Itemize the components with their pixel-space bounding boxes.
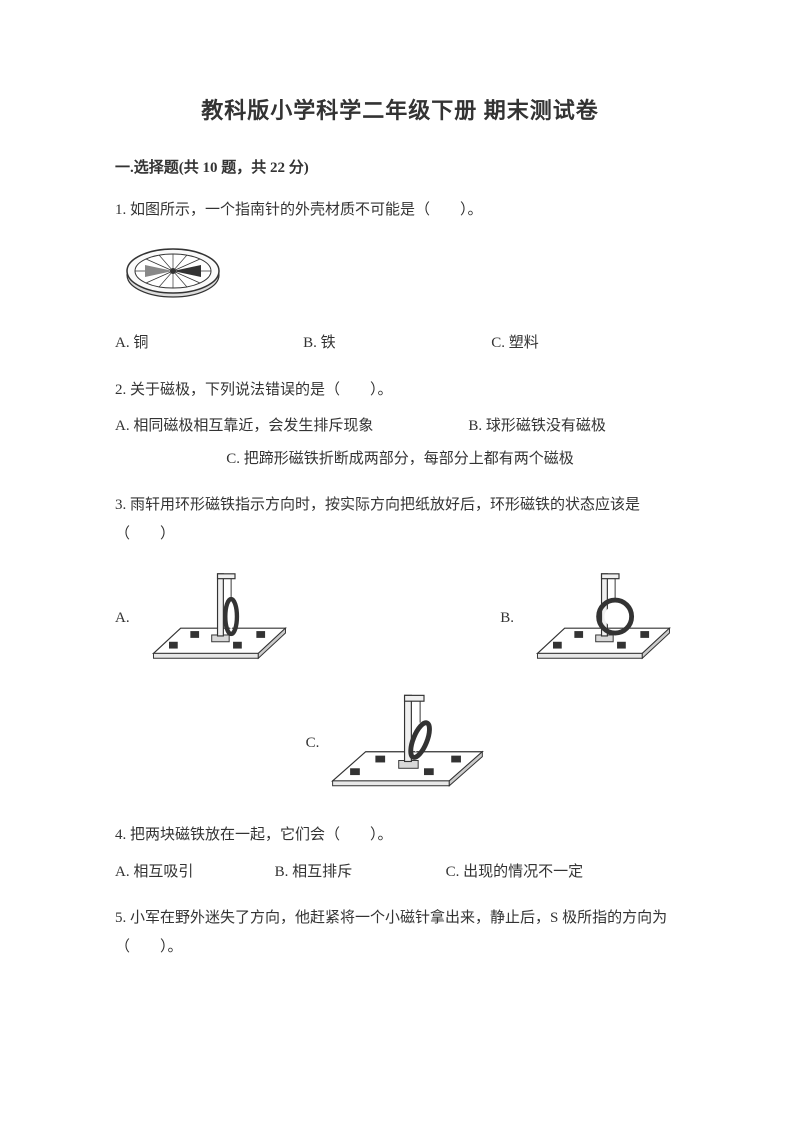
question-4: 4. 把两块磁铁放在一起，它们会（ ）。 A. 相互吸引 B. 相互排斥 C. … (115, 821, 685, 886)
question-3-options: A. B. (115, 560, 685, 803)
question-4-options: A. 相互吸引 B. 相互排斥 C. 出现的情况不一定 (115, 858, 685, 887)
question-2: 2. 关于磁极，下列说法错误的是（ ）。 A. 相同磁极相互靠近，会发生排斥现象… (115, 376, 685, 474)
question-2-options-row1: A. 相同磁极相互靠近，会发生排斥现象 B. 球形磁铁没有磁极 (115, 412, 685, 441)
q3-option-b-label: B. (500, 604, 514, 633)
q1-option-b: B. 铁 (303, 329, 491, 358)
q2-option-b: B. 球形磁铁没有磁极 (468, 412, 685, 441)
question-1-text: 1. 如图所示，一个指南针的外壳材质不可能是（ ）。 (115, 196, 685, 225)
ring-magnet-stand-c-icon (319, 683, 494, 803)
compass-icon (123, 235, 233, 305)
question-3-text: 3. 雨轩用环形磁铁指示方向时，按实际方向把纸放好后，环形磁铁的状态应该是（ ） (115, 491, 685, 548)
q4-option-a: A. 相互吸引 (115, 858, 275, 887)
question-2-text: 2. 关于磁极，下列说法错误的是（ ）。 (115, 376, 685, 405)
q1-option-c: C. 塑料 (491, 329, 679, 358)
q3-option-c: C. (115, 683, 685, 803)
q3-option-b: B. (429, 560, 686, 675)
page-title: 教科版小学科学二年级下册 期末测试卷 (115, 90, 685, 132)
q1-option-a: A. 铜 (115, 329, 303, 358)
q4-option-c: C. 出现的情况不一定 (446, 858, 674, 887)
q4-option-b: B. 相互排斥 (275, 858, 446, 887)
ring-magnet-stand-b-icon (520, 560, 685, 675)
question-1-options: A. 铜 B. 铁 C. 塑料 (115, 329, 685, 358)
q3-option-a: A. (115, 560, 429, 675)
question-1: 1. 如图所示，一个指南针的外壳材质不可能是（ ）。 A. 铜 B. 铁 C. … (115, 196, 685, 358)
q3-option-c-label: C. (306, 729, 320, 758)
q2-option-a: A. 相同磁极相互靠近，会发生排斥现象 (115, 412, 468, 441)
q2-option-c: C. 把蹄形磁铁折断成两部分，每部分上都有两个磁极 (115, 445, 685, 474)
question-3: 3. 雨轩用环形磁铁指示方向时，按实际方向把纸放好后，环形磁铁的状态应该是（ ）… (115, 491, 685, 803)
question-4-text: 4. 把两块磁铁放在一起，它们会（ ）。 (115, 821, 685, 850)
section-heading: 一.选择题(共 10 题，共 22 分) (115, 154, 685, 183)
question-5: 5. 小军在野外迷失了方向，他赶紧将一个小磁针拿出来，静止后，S 极所指的方向为… (115, 904, 685, 961)
q3-option-a-label: A. (115, 604, 130, 633)
question-5-text: 5. 小军在野外迷失了方向，他赶紧将一个小磁针拿出来，静止后，S 极所指的方向为… (115, 904, 685, 961)
compass-figure (123, 235, 685, 316)
ring-magnet-stand-a-icon (136, 560, 301, 675)
